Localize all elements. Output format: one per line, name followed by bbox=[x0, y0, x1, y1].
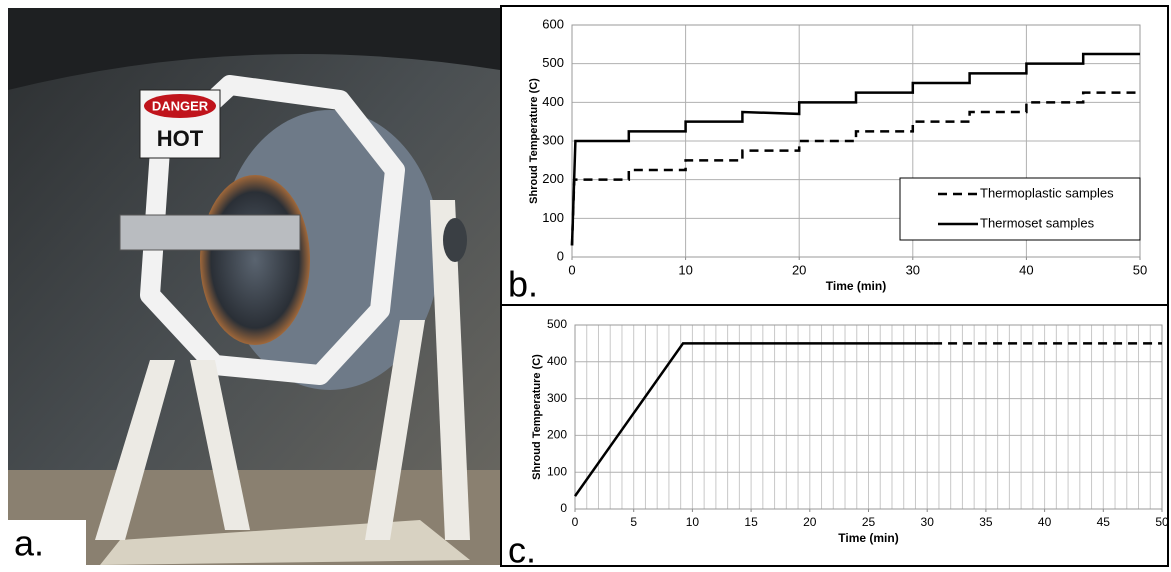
leg bbox=[365, 320, 425, 540]
x-tick-label: 50 bbox=[1133, 262, 1147, 277]
plot-frame bbox=[571, 24, 1141, 258]
x-tick-label: 10 bbox=[678, 262, 692, 277]
x-tick-label: 30 bbox=[906, 262, 920, 277]
x-tick-label: 45 bbox=[1097, 515, 1111, 529]
viewport bbox=[200, 175, 310, 345]
x-tick-label: 10 bbox=[686, 515, 700, 529]
x-tick-label: 0 bbox=[568, 262, 575, 277]
plot-frame bbox=[574, 324, 1163, 510]
photo: DANGER HOT a. bbox=[8, 8, 500, 565]
x-tick-label: 35 bbox=[979, 515, 993, 529]
panel-label: a. bbox=[14, 523, 44, 564]
x-axis-label: Time (min) bbox=[838, 531, 898, 545]
hub bbox=[443, 218, 467, 262]
ceiling bbox=[8, 8, 500, 90]
sign-oval bbox=[144, 94, 216, 118]
x-tick-label: 30 bbox=[921, 515, 935, 529]
panel-label: b. bbox=[508, 264, 538, 305]
panel-label: c. bbox=[508, 530, 536, 571]
leg bbox=[190, 360, 250, 530]
y-axis-label: Shroud Temperature (C) bbox=[528, 78, 540, 204]
y-tick-label: 600 bbox=[542, 16, 564, 31]
sign-text: HOT bbox=[157, 126, 204, 151]
y-tick-label: 400 bbox=[547, 354, 567, 368]
x-tick-label: 20 bbox=[803, 515, 817, 529]
line bbox=[570, 52, 1140, 246]
x-tick-label: 15 bbox=[744, 515, 758, 529]
legend-label: Thermoplastic samples bbox=[980, 185, 1114, 200]
panel-frame bbox=[500, 5, 1169, 567]
x-tick-label: 0 bbox=[572, 515, 579, 529]
legend-label: Thermoset samples bbox=[980, 215, 1095, 230]
legend-box bbox=[899, 177, 1141, 241]
leg bbox=[95, 360, 175, 540]
sign-text: DANGER bbox=[152, 98, 209, 113]
y-tick-label: 500 bbox=[547, 317, 567, 331]
y-tick-label: 300 bbox=[542, 132, 564, 147]
x-tick-label: 20 bbox=[792, 262, 806, 277]
leg bbox=[430, 200, 470, 540]
tray bbox=[119, 214, 301, 251]
x-tick-label: 40 bbox=[1038, 515, 1052, 529]
y-tick-label: 500 bbox=[542, 55, 564, 70]
frame bbox=[140, 75, 405, 385]
line bbox=[573, 342, 934, 497]
y-tick-label: 400 bbox=[542, 94, 564, 109]
line bbox=[570, 91, 1140, 246]
x-tick-label: 50 bbox=[1155, 515, 1169, 529]
x-tick-label: 25 bbox=[862, 515, 876, 529]
x-tick-label: 5 bbox=[630, 515, 637, 529]
label-box bbox=[8, 520, 86, 565]
x-axis-label: Time (min) bbox=[826, 279, 886, 293]
x-tick-label: 40 bbox=[1019, 262, 1033, 277]
y-tick-label: 200 bbox=[542, 171, 564, 186]
y-tick-label: 0 bbox=[557, 248, 564, 263]
y-tick-label: 100 bbox=[547, 464, 567, 478]
y-tick-label: 100 bbox=[542, 210, 564, 225]
y-tick-label: 200 bbox=[547, 428, 567, 442]
y-tick-label: 300 bbox=[547, 391, 567, 405]
y-tick-label: 0 bbox=[560, 501, 567, 515]
y-axis-label: Shroud Temperature (C) bbox=[531, 354, 543, 480]
